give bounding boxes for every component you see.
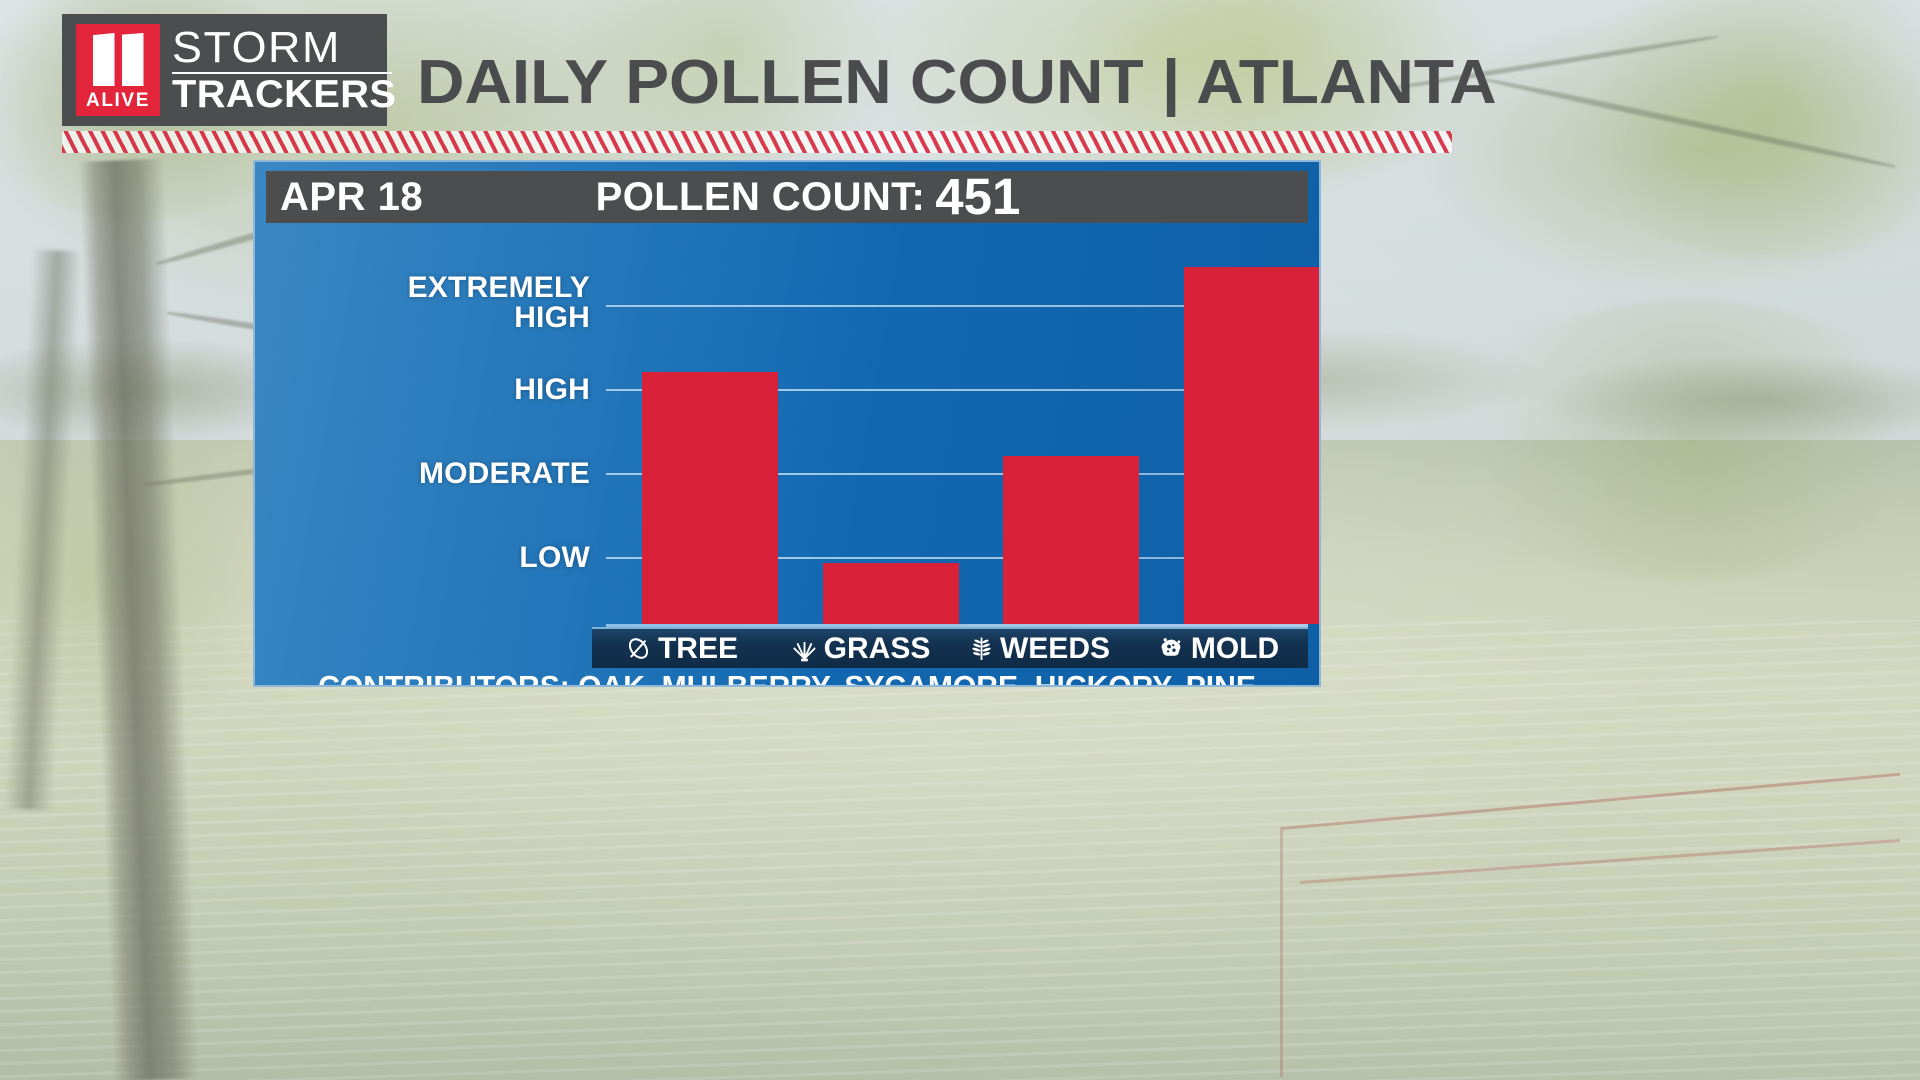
logo-alive-text: ALIVE (86, 90, 150, 111)
axis-label-high: HIGH (514, 373, 590, 406)
axis-label-moderate: MODERATE (418, 457, 590, 490)
legend-item-tree[interactable]: TREE (592, 631, 771, 665)
axis-label-extremely-high: EXTREMELY HIGH (408, 273, 590, 332)
bar-mold (1184, 267, 1319, 624)
chart-plot-area: EXTREMELY HIGH HIGH MODERATE LOW (266, 226, 1319, 627)
legend-label-mold: MOLD (1190, 631, 1280, 665)
legend-label-weeds: WEEDS (999, 631, 1110, 665)
pollen-count-readout: POLLEN COUNT: 451 (266, 171, 1308, 223)
weed-frond-icon (972, 637, 991, 660)
decorative-stripe-divider (62, 131, 1452, 153)
page-title: DAILY POLLEN COUNT | ATLANTA (417, 48, 1497, 117)
station-logo: ALIVE STORM TRACKERS (62, 14, 396, 126)
gridline-moderate (606, 473, 1308, 475)
mold-spore-icon (1161, 638, 1181, 656)
axis-label-low: LOW (519, 541, 590, 574)
grass-icon (793, 641, 816, 662)
chart-baseline (606, 624, 1308, 627)
pollen-count-label: POLLEN COUNT: (595, 175, 926, 219)
legend-item-weeds[interactable]: WEEDS (950, 631, 1129, 665)
bar-grass (823, 563, 959, 624)
pollen-count-value: 451 (935, 167, 1021, 225)
legend-label-grass: GRASS (823, 631, 931, 665)
gridline-low (606, 557, 1308, 559)
gridline-high (606, 389, 1308, 391)
date-label: APR 18 (280, 175, 424, 219)
legend-item-mold[interactable]: MOLD (1129, 631, 1308, 665)
bar-tree (642, 372, 778, 624)
axis-label-line2: HIGH (514, 300, 590, 334)
logo-divider (172, 71, 392, 74)
eleven-alive-mark: ALIVE (76, 24, 160, 116)
pollen-chart-panel: APR 18 POLLEN COUNT: 451 EXTREMELY HIGH … (253, 160, 1321, 687)
legend-label-tree: TREE (657, 631, 738, 665)
chart-legend: TREE GRASS (592, 627, 1308, 668)
bar-weeds (1003, 456, 1139, 624)
axis-label-line1: EXTREMELY (407, 271, 590, 304)
water-shimmer (0, 620, 1920, 1080)
logo-wordmark: STORM TRACKERS (172, 26, 396, 114)
leaf-icon (628, 638, 649, 659)
legend-item-grass[interactable]: GRASS (771, 631, 950, 665)
gridline-extremely-high (606, 305, 1308, 307)
numeral-eleven-icon (92, 33, 144, 86)
logo-storm-text: STORM (172, 23, 341, 73)
leaf-cluster-icon (1440, 300, 1920, 580)
panel-header-bar: APR 18 POLLEN COUNT: 451 (266, 171, 1308, 223)
logo-trackers-text: TRACKERS (172, 72, 397, 116)
contributors-text: CONTRIBUTORS: OAK, MULBERRY, SYCAMORE, H… (318, 669, 1256, 687)
